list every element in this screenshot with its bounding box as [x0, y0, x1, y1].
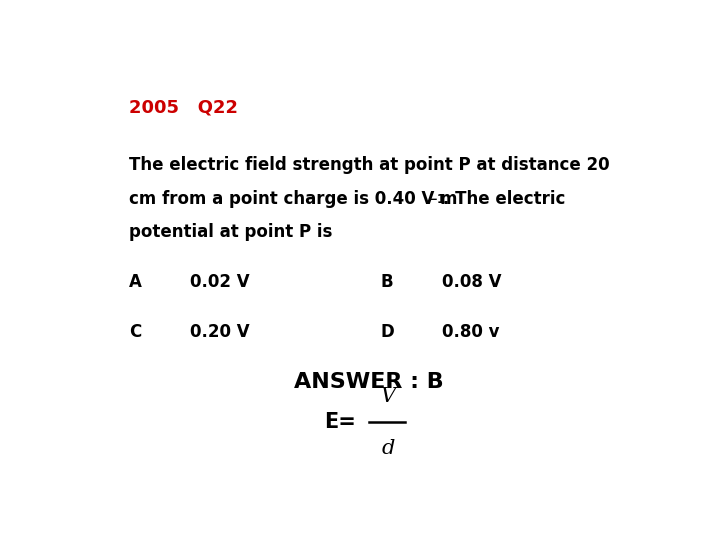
Text: d: d: [382, 438, 395, 458]
Text: 2005   Q22: 2005 Q22: [129, 98, 238, 116]
Text: . The electric: . The electric: [444, 190, 566, 207]
Text: potential at point P is: potential at point P is: [129, 223, 333, 241]
Text: E=: E=: [324, 413, 356, 433]
Text: 0.02 V: 0.02 V: [190, 273, 250, 291]
Text: B: B: [380, 273, 393, 291]
Text: 0.80 v: 0.80 v: [441, 322, 499, 341]
Text: V: V: [381, 387, 396, 406]
Text: D: D: [380, 322, 394, 341]
Text: cm from a point charge is 0.40 V m: cm from a point charge is 0.40 V m: [129, 190, 458, 207]
Text: ANSWER : B: ANSWER : B: [294, 373, 444, 393]
Text: A: A: [129, 273, 142, 291]
Text: C: C: [129, 322, 141, 341]
Text: 0.20 V: 0.20 V: [190, 322, 250, 341]
Text: −1: −1: [428, 193, 446, 206]
Text: The electric field strength at point P at distance 20: The electric field strength at point P a…: [129, 156, 610, 174]
Text: 0.08 V: 0.08 V: [441, 273, 501, 291]
